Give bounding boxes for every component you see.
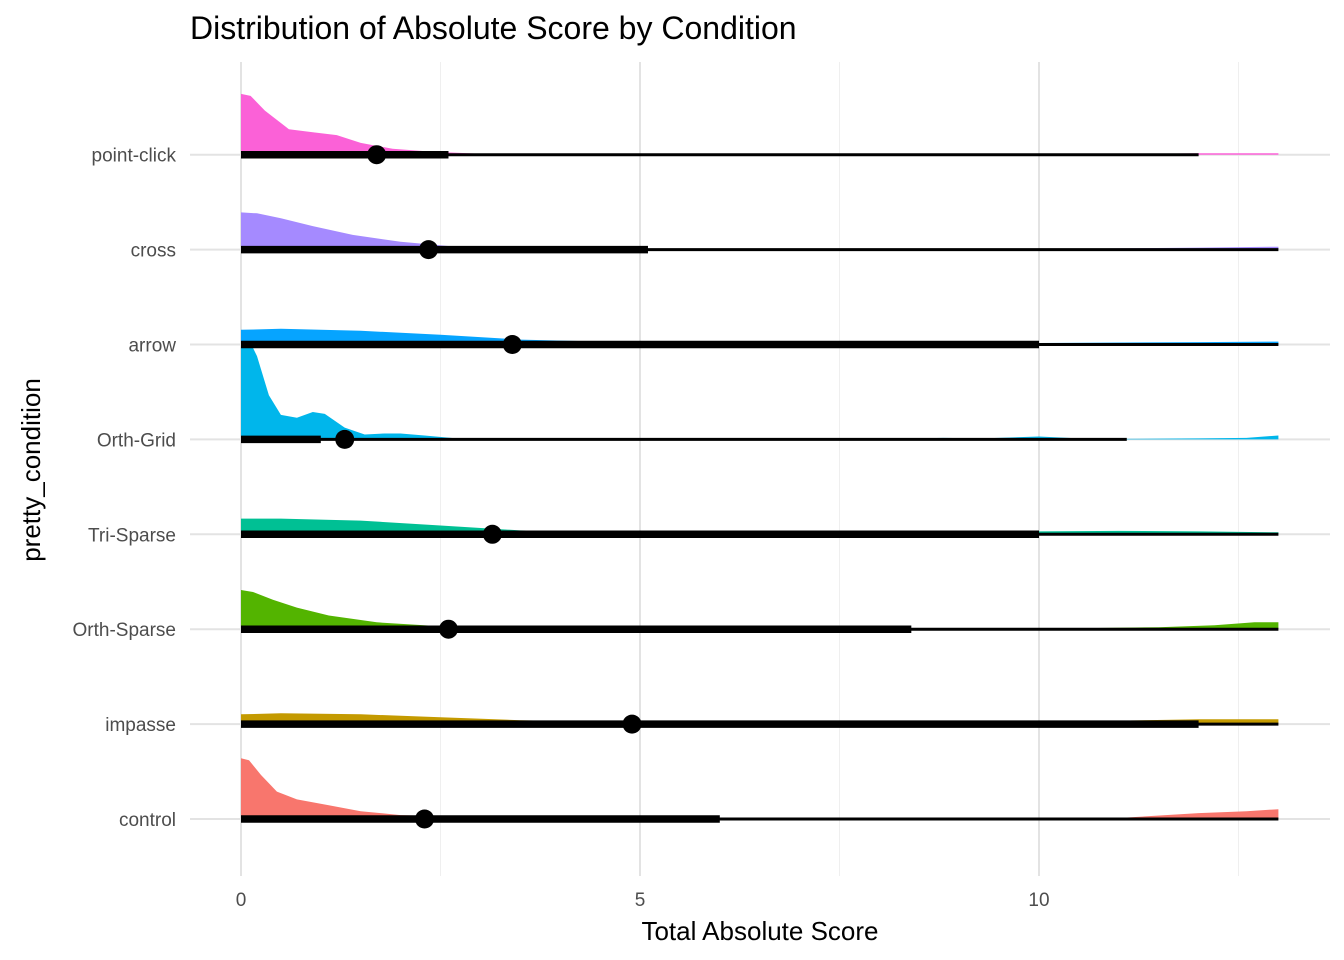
x-axis-title: Total Absolute Score [641, 916, 878, 946]
point-estimate [335, 429, 355, 449]
y-tick-label: point-click [92, 146, 177, 167]
plot-marks [241, 93, 1279, 829]
series-impasse [241, 713, 1279, 734]
y-axis-title: pretty_condition [16, 378, 46, 562]
x-tick-label: 10 [1028, 890, 1049, 911]
x-tick-label: 0 [236, 890, 247, 911]
point-estimate [482, 524, 502, 544]
y-tick-label: arrow [128, 336, 176, 357]
point-estimate [502, 335, 522, 354]
point-estimate [622, 714, 642, 734]
y-tick-label: impasse [105, 715, 176, 736]
series-arrow [241, 328, 1279, 354]
series-point-click [241, 93, 1279, 165]
series-control [241, 758, 1279, 829]
point-estimate [438, 619, 458, 639]
series-Orth-Sparse [241, 590, 1279, 639]
density-slab [241, 336, 1279, 440]
density-slab [241, 758, 1279, 819]
point-estimate [419, 240, 439, 260]
y-tick-label: Orth-Sparse [73, 620, 176, 641]
y-tick-label: cross [131, 241, 176, 262]
density-slab [241, 212, 1279, 250]
chart-title: Distribution of Absolute Score by Condit… [190, 10, 797, 46]
point-estimate [415, 809, 435, 829]
series-cross [241, 212, 1279, 260]
point-estimate [367, 145, 387, 165]
series-Tri-Sparse [241, 518, 1279, 544]
density-slab [241, 590, 1279, 630]
density-slab [241, 328, 1279, 345]
x-axis-tick-labels: 0 5 10 [236, 890, 1050, 911]
x-tick-label: 5 [635, 890, 646, 911]
y-tick-label: Orth-Grid [97, 430, 176, 451]
y-tick-label: Tri-Sparse [88, 525, 176, 546]
y-axis-tick-labels: control impasse Orth-Sparse Tri-Sparse Orth-… [73, 146, 177, 831]
density-slab [241, 93, 1279, 155]
grid [190, 62, 1330, 876]
series-Orth-Grid [241, 336, 1279, 449]
y-tick-label: control [119, 810, 176, 831]
